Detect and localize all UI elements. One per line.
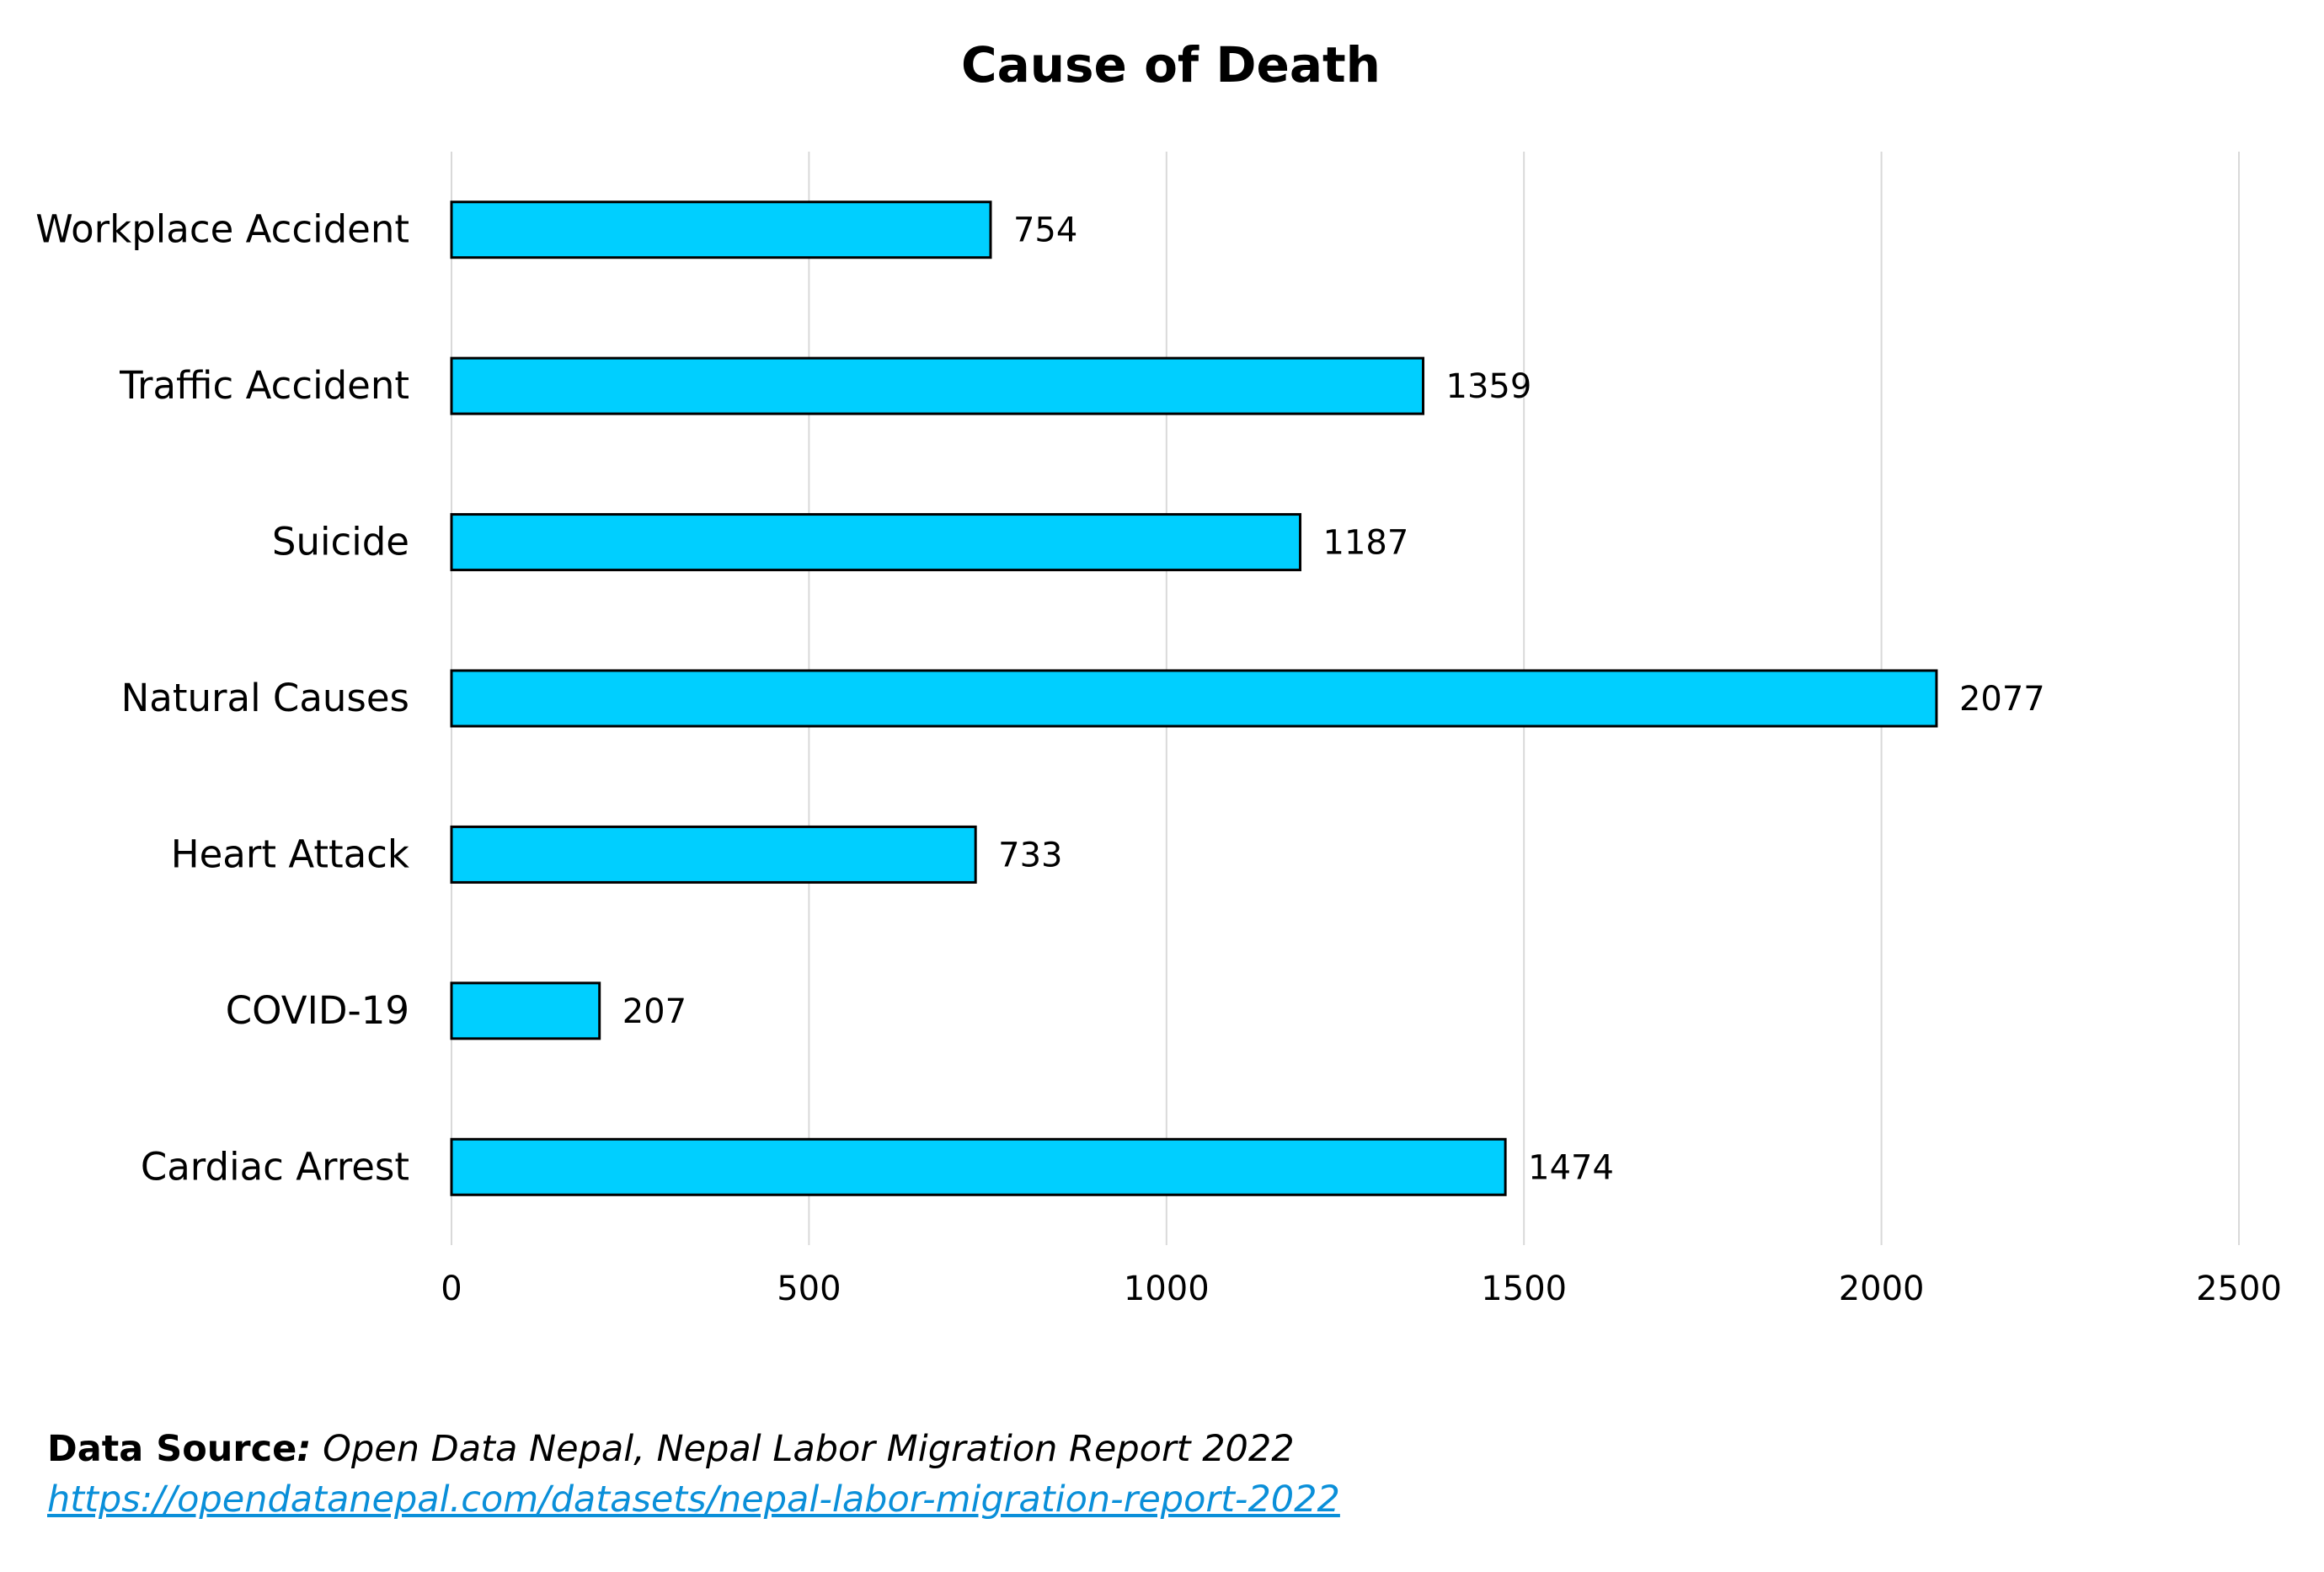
labels: 0 500 1000 1500 2000 2500 Workplace Accident 75… — [35, 207, 2282, 1308]
data-source-label: Data Source — [47, 1428, 297, 1470]
data-source-link[interactable]: https://opendatanepal.com/datasets/nepal… — [47, 1478, 1340, 1521]
bar — [450, 356, 1425, 415]
category-label: Traffic Accident — [119, 363, 409, 408]
data-source-colon: : — [297, 1428, 312, 1470]
x-tick-label: 1000 — [1124, 1270, 1210, 1308]
bar — [450, 513, 1302, 572]
bar — [450, 825, 977, 884]
bar — [450, 1137, 1507, 1196]
x-tick-label: 1500 — [1481, 1270, 1567, 1308]
x-tick-label: 500 — [777, 1270, 841, 1308]
chart-title: Cause of Death — [961, 36, 1381, 94]
category-label: Cardiac Arrest — [141, 1144, 409, 1189]
bar — [450, 201, 992, 259]
bars — [450, 201, 1938, 1196]
category-label: Suicide — [272, 520, 409, 564]
data-source-line: Data Source: Open Data Nepal, Nepal Labo… — [47, 1424, 1340, 1474]
bar — [450, 669, 1938, 728]
data-label: 1474 — [1528, 1148, 1614, 1187]
x-tick-label: 2000 — [1839, 1270, 1925, 1308]
data-label: 2077 — [1959, 680, 2045, 719]
category-label: Workplace Accident — [35, 207, 409, 252]
data-label: 1359 — [1446, 367, 1532, 406]
data-label: 1187 — [1323, 524, 1409, 563]
data-label: 754 — [1013, 211, 1077, 250]
category-label: Natural Causes — [121, 676, 409, 720]
bar — [450, 981, 601, 1040]
data-source-text: Open Data Nepal, Nepal Labor Migration R… — [311, 1428, 1295, 1470]
x-tick-label: 2500 — [2196, 1270, 2282, 1308]
x-tick-label: 0 — [441, 1270, 462, 1308]
data-label: 207 — [622, 992, 687, 1031]
category-label: Heart Attack — [171, 831, 409, 876]
data-label: 733 — [998, 836, 1062, 874]
category-label: COVID-19 — [226, 988, 409, 1033]
data-source: Data Source: Open Data Nepal, Nepal Labo… — [47, 1424, 1340, 1525]
